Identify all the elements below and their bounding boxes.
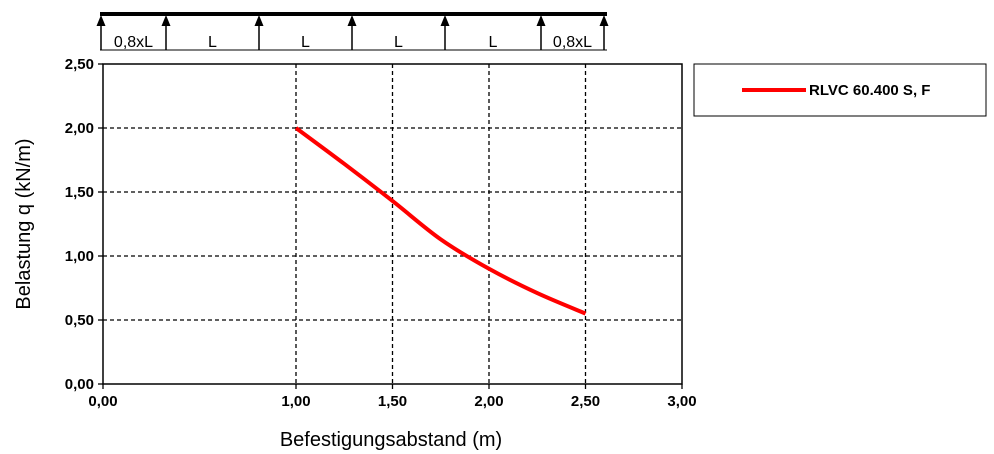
- x-axis-title: Befestigungsabstand (m): [280, 429, 502, 451]
- support-arrow-head: [347, 15, 357, 26]
- x-tick-label: 2,00: [474, 393, 503, 410]
- x-tick-label: 3,00: [667, 393, 696, 410]
- x-tick-label: 2,50: [571, 393, 600, 410]
- y-tick-label: 0,50: [65, 312, 94, 329]
- plot-frame: [102, 63, 683, 385]
- support-arrow-head: [161, 15, 171, 26]
- support-arrow-head: [96, 15, 106, 26]
- beam-span-label: 0,8xL: [114, 34, 153, 51]
- x-tick-label: 1,00: [281, 393, 310, 410]
- legend-entry-label: RLVC 60.400 S, F: [809, 82, 930, 99]
- beam-span-label: 0,8xL: [553, 34, 592, 51]
- x-tick-label: 1,50: [378, 393, 407, 410]
- support-arrow-head: [440, 15, 450, 26]
- series-layer: [294, 126, 587, 316]
- support-arrow-head: [536, 15, 546, 26]
- plot-area: 0,00 1,00 1,50 2,00 2,50 3,00 0,00 0,50 1,00 1,5…: [65, 56, 697, 410]
- support-arrow-head: [599, 15, 609, 26]
- y-tick-label: 0,00: [65, 376, 94, 393]
- beam-span-label: L: [301, 34, 310, 51]
- y-tick-label: 1,00: [65, 248, 94, 265]
- gridlines: [98, 63, 683, 389]
- beam-span-label: L: [394, 34, 403, 51]
- legend: RLVC 60.400 S, F: [693, 63, 987, 117]
- beam-diagram: 0,8xL L L L L 0,8xL: [96, 12, 609, 51]
- y-tick-label: 1,50: [65, 184, 94, 201]
- y-axis-title: Belastung q (kN/m): [13, 138, 35, 309]
- y-tick-label: 2,50: [65, 56, 94, 73]
- x-tick-label: 0,00: [88, 393, 117, 410]
- x-tick-labels: 0,00 1,00 1,50 2,00 2,50 3,00: [88, 393, 696, 410]
- y-tick-labels: 0,00 0,50 1,00 1,50 2,00 2,50: [65, 56, 94, 393]
- beam-span-label: L: [208, 34, 217, 51]
- support-arrow-head: [254, 15, 264, 26]
- beam-span-label: L: [489, 34, 498, 51]
- y-tick-label: 2,00: [65, 120, 94, 137]
- series-line: [294, 126, 587, 316]
